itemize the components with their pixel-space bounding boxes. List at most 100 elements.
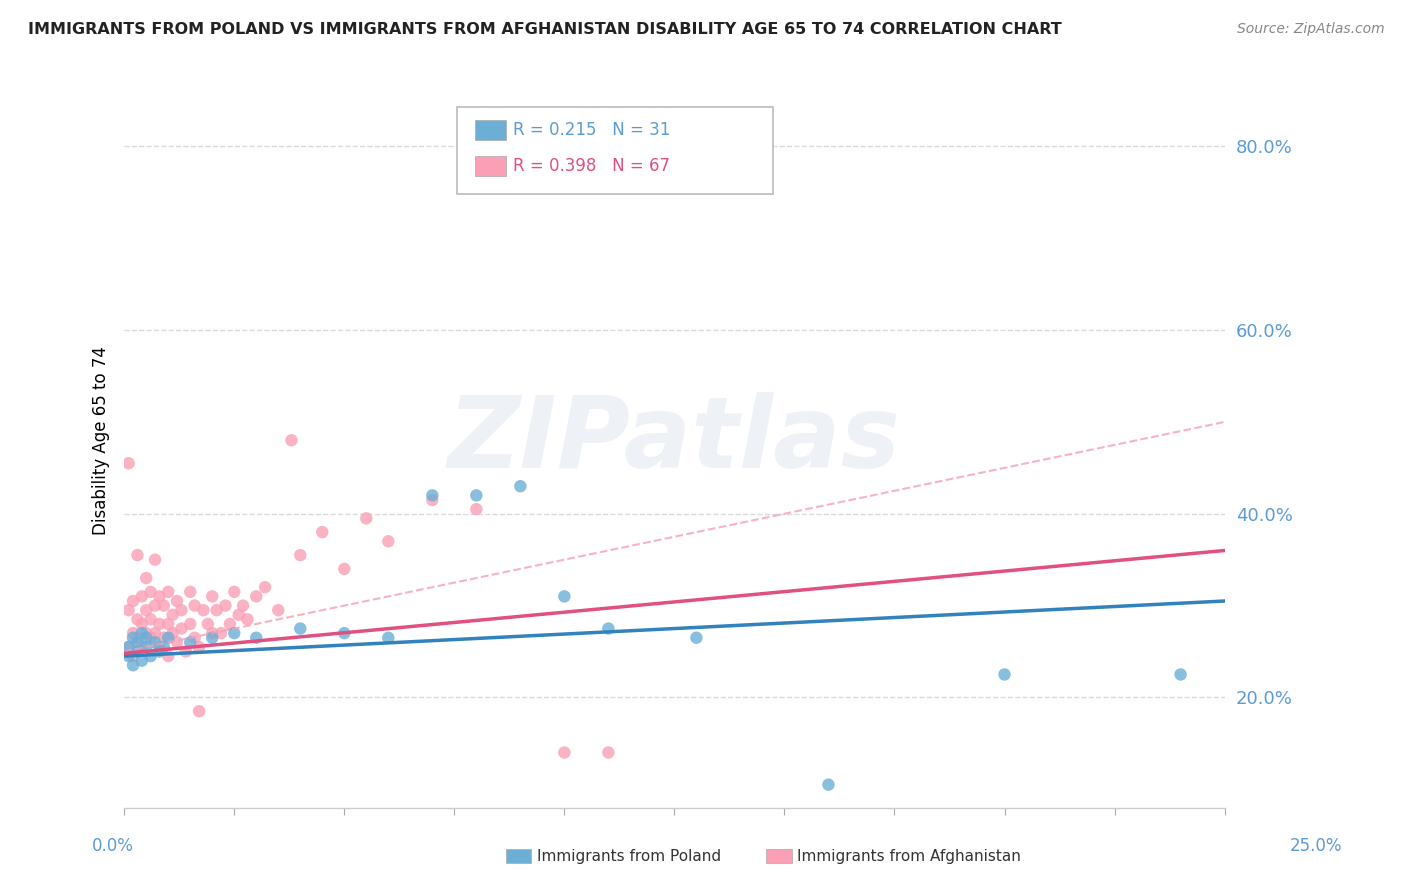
- Point: [174, 644, 197, 658]
- Point: [117, 649, 139, 664]
- Point: [179, 617, 201, 632]
- Point: [193, 603, 215, 617]
- Point: [201, 626, 224, 640]
- Text: R = 0.215   N = 31: R = 0.215 N = 31: [513, 121, 671, 139]
- Point: [157, 649, 180, 664]
- Point: [166, 594, 188, 608]
- Point: [153, 640, 176, 654]
- Point: [139, 584, 162, 599]
- Point: [131, 626, 153, 640]
- Point: [197, 617, 219, 632]
- Point: [131, 617, 153, 632]
- Point: [209, 626, 232, 640]
- Point: [333, 562, 356, 576]
- Point: [131, 590, 153, 604]
- Text: ZIPatlas: ZIPatlas: [449, 392, 901, 489]
- Point: [122, 649, 145, 664]
- Point: [1170, 667, 1192, 681]
- Point: [122, 631, 145, 645]
- Point: [465, 502, 488, 516]
- Point: [224, 584, 246, 599]
- Point: [143, 626, 166, 640]
- Text: Immigrants from Afghanistan: Immigrants from Afghanistan: [797, 849, 1021, 863]
- Point: [236, 612, 259, 626]
- Point: [420, 493, 443, 508]
- Text: 0.0%: 0.0%: [91, 837, 134, 855]
- Point: [135, 571, 157, 585]
- Point: [143, 552, 166, 566]
- Point: [135, 640, 157, 654]
- Point: [377, 631, 399, 645]
- Point: [170, 603, 193, 617]
- Point: [117, 640, 139, 654]
- Point: [148, 590, 170, 604]
- Point: [162, 607, 184, 622]
- Text: IMMIGRANTS FROM POLAND VS IMMIGRANTS FROM AFGHANISTAN DISABILITY AGE 65 TO 74 CO: IMMIGRANTS FROM POLAND VS IMMIGRANTS FRO…: [28, 22, 1062, 37]
- Point: [311, 525, 333, 540]
- Point: [127, 612, 149, 626]
- Point: [598, 622, 620, 636]
- Point: [157, 617, 180, 632]
- Point: [188, 704, 211, 718]
- Point: [148, 617, 170, 632]
- Point: [993, 667, 1015, 681]
- Point: [214, 599, 236, 613]
- Point: [122, 626, 145, 640]
- Text: Source: ZipAtlas.com: Source: ZipAtlas.com: [1237, 22, 1385, 37]
- Point: [598, 746, 620, 760]
- Point: [232, 599, 254, 613]
- Point: [153, 631, 176, 645]
- Point: [254, 580, 277, 594]
- Point: [218, 617, 240, 632]
- Y-axis label: Disability Age 65 to 74: Disability Age 65 to 74: [93, 346, 110, 534]
- Point: [356, 511, 378, 525]
- Point: [685, 631, 707, 645]
- Point: [333, 626, 356, 640]
- Point: [127, 644, 149, 658]
- Point: [139, 631, 162, 645]
- Point: [201, 631, 224, 645]
- Point: [122, 658, 145, 673]
- Point: [153, 599, 176, 613]
- Point: [148, 640, 170, 654]
- Point: [420, 488, 443, 502]
- Point: [135, 603, 157, 617]
- Point: [117, 603, 139, 617]
- Point: [280, 434, 302, 448]
- Point: [162, 626, 184, 640]
- Point: [179, 635, 201, 649]
- Point: [224, 626, 246, 640]
- Point: [205, 603, 228, 617]
- Point: [135, 631, 157, 645]
- Text: R = 0.398   N = 67: R = 0.398 N = 67: [513, 157, 671, 175]
- Point: [131, 654, 153, 668]
- Point: [817, 778, 839, 792]
- Point: [127, 548, 149, 562]
- Point: [465, 488, 488, 502]
- Text: Immigrants from Poland: Immigrants from Poland: [537, 849, 721, 863]
- Point: [127, 631, 149, 645]
- Point: [122, 594, 145, 608]
- Point: [179, 584, 201, 599]
- Point: [509, 479, 531, 493]
- Point: [245, 631, 267, 645]
- Point: [131, 640, 153, 654]
- Point: [148, 644, 170, 658]
- Point: [553, 590, 575, 604]
- Point: [553, 746, 575, 760]
- Point: [188, 640, 211, 654]
- Point: [143, 635, 166, 649]
- Point: [135, 626, 157, 640]
- Point: [157, 584, 180, 599]
- Point: [228, 607, 250, 622]
- Point: [166, 635, 188, 649]
- Point: [157, 631, 180, 645]
- Point: [245, 590, 267, 604]
- Point: [139, 649, 162, 664]
- Point: [290, 548, 312, 562]
- Point: [201, 590, 224, 604]
- Point: [267, 603, 290, 617]
- Point: [290, 622, 312, 636]
- Point: [143, 599, 166, 613]
- Point: [170, 622, 193, 636]
